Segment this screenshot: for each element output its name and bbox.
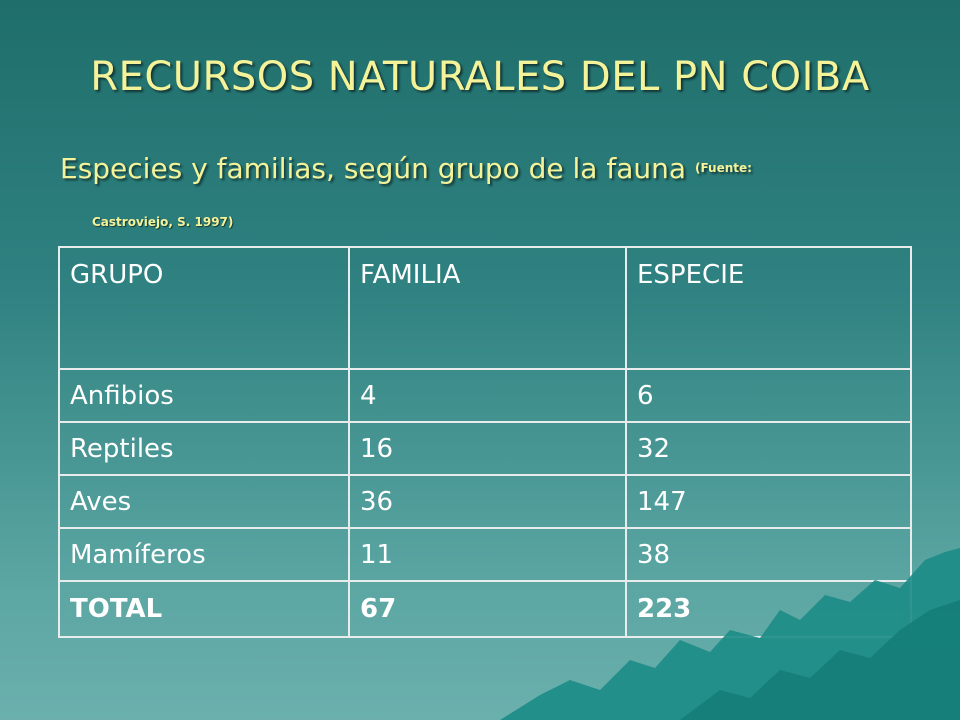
source-citation: Castroviejo, S. 1997): [92, 215, 234, 229]
header-especie: ESPECIE: [625, 246, 912, 370]
fauna-table: GRUPO FAMILIA ESPECIE Anfibios 4 6 Repti…: [58, 246, 912, 638]
mountain-decoration: [500, 548, 960, 720]
cell-especie: 6: [625, 368, 912, 423]
header-familia: FAMILIA: [348, 246, 627, 370]
subtitle-text: Especies y familias, según grupo de la f…: [60, 152, 687, 185]
header-grupo: GRUPO: [58, 246, 350, 370]
cell-especie: 38: [625, 527, 912, 582]
table-row: Aves 36 147: [58, 474, 912, 529]
table-row: Reptiles 16 32: [58, 421, 912, 476]
total-familia: 67: [348, 580, 627, 638]
cell-familia: 36: [348, 474, 627, 529]
table-header-row: GRUPO FAMILIA ESPECIE: [58, 246, 912, 370]
table-row: Anfibios 4 6: [58, 368, 912, 423]
cell-grupo: Mamíferos: [58, 527, 350, 582]
cell-grupo: Aves: [58, 474, 350, 529]
table-row: Mamíferos 11 38: [58, 527, 912, 582]
slide-title: RECURSOS NATURALES DEL PN COIBA: [90, 54, 870, 100]
cell-familia: 16: [348, 421, 627, 476]
slide-subtitle: Especies y familias, según grupo de la f…: [60, 152, 752, 185]
source-label: (Fuente:: [694, 161, 752, 175]
cell-grupo: Reptiles: [58, 421, 350, 476]
cell-familia: 11: [348, 527, 627, 582]
cell-familia: 4: [348, 368, 627, 423]
total-label: TOTAL: [58, 580, 350, 638]
cell-especie: 147: [625, 474, 912, 529]
table-total-row: TOTAL 67 223: [58, 580, 912, 638]
cell-grupo: Anfibios: [58, 368, 350, 423]
cell-especie: 32: [625, 421, 912, 476]
